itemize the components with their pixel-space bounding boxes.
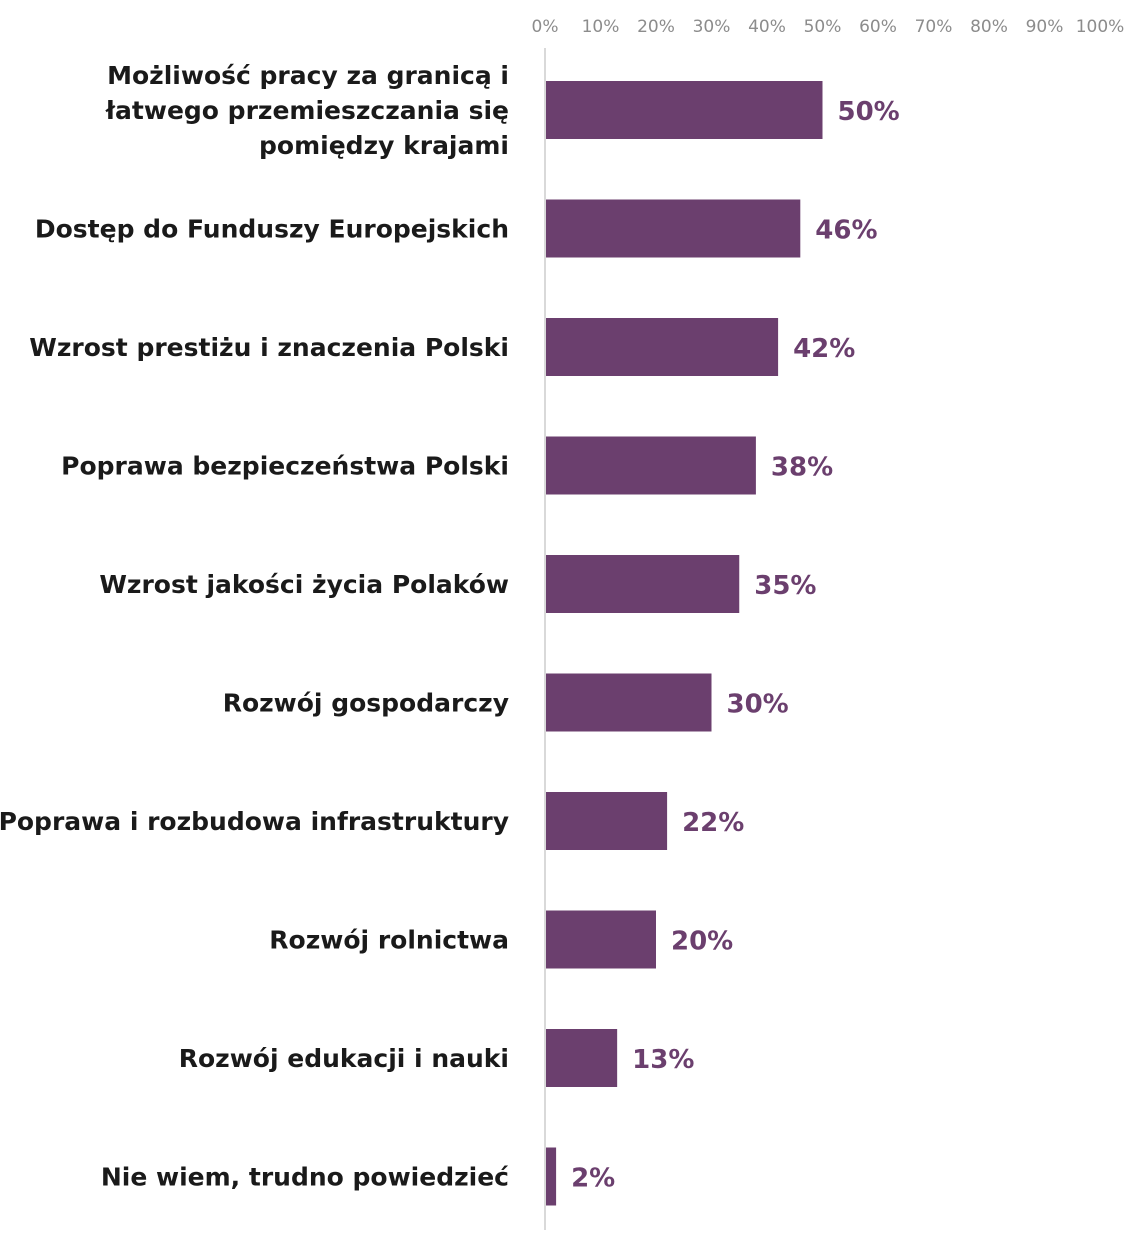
- bar: [546, 81, 823, 139]
- x-tick-label: 10%: [582, 17, 620, 37]
- x-tick-label: 40%: [748, 17, 786, 37]
- category-label: Wzrost prestiżu i znaczenia Polski: [29, 333, 509, 362]
- category-label: Możliwość pracy za granicą i: [107, 61, 509, 90]
- bar: [546, 673, 712, 732]
- bar: [546, 318, 779, 376]
- x-tick-label: 60%: [859, 17, 897, 37]
- x-tick-label: 100%: [1076, 17, 1125, 37]
- data-label: 42%: [793, 334, 855, 364]
- category-label: Rozwój edukacji i nauki: [179, 1044, 509, 1073]
- data-label: 2%: [571, 1164, 615, 1194]
- data-label: 22%: [682, 808, 744, 838]
- category-label: pomiędzy krajami: [259, 131, 509, 160]
- bars: [546, 81, 823, 1206]
- data-labels: 50% 46% 42% 38% 35% 30% 22% 20% 13% 2%: [571, 97, 900, 1194]
- category-label: Dostęp do Funduszy Europejskich: [35, 215, 509, 244]
- bar: [546, 910, 656, 969]
- x-tick-label: 0%: [532, 17, 559, 37]
- data-label: 46%: [815, 216, 877, 246]
- bar: [546, 555, 740, 613]
- x-tick-label: 70%: [915, 17, 953, 37]
- category-label: Poprawa i rozbudowa infrastruktury: [0, 807, 509, 836]
- category-label: Rozwój rolnictwa: [269, 926, 509, 955]
- data-label: 50%: [838, 97, 900, 127]
- category-label: Nie wiem, trudno powiedzieć: [101, 1163, 509, 1192]
- bar: [546, 1147, 557, 1206]
- data-label: 13%: [632, 1045, 694, 1075]
- x-tick-label: 20%: [637, 17, 675, 37]
- bar: [546, 1029, 618, 1087]
- x-tick-label: 30%: [693, 17, 731, 37]
- bar: [546, 792, 668, 850]
- category-label: Wzrost jakości życia Polaków: [99, 570, 509, 599]
- x-axis-ticks: 0% 10% 20% 30% 40% 50% 60% 70% 80% 90% 100%: [532, 17, 1125, 37]
- category-labels: Możliwość pracy za granicą i łatwego prze…: [0, 61, 509, 1192]
- category-label: Poprawa bezpieczeństwa Polski: [61, 452, 509, 481]
- data-label: 20%: [671, 927, 733, 957]
- x-tick-label: 50%: [804, 17, 842, 37]
- bar: [546, 436, 756, 495]
- data-label: 30%: [727, 690, 789, 720]
- data-label: 35%: [754, 571, 816, 601]
- category-label: Rozwój gospodarczy: [223, 689, 509, 718]
- category-label: łatwego przemieszczania się: [105, 96, 509, 125]
- x-tick-label: 80%: [970, 17, 1008, 37]
- x-tick-label: 90%: [1026, 17, 1064, 37]
- bar: [546, 199, 801, 258]
- data-label: 38%: [771, 453, 833, 483]
